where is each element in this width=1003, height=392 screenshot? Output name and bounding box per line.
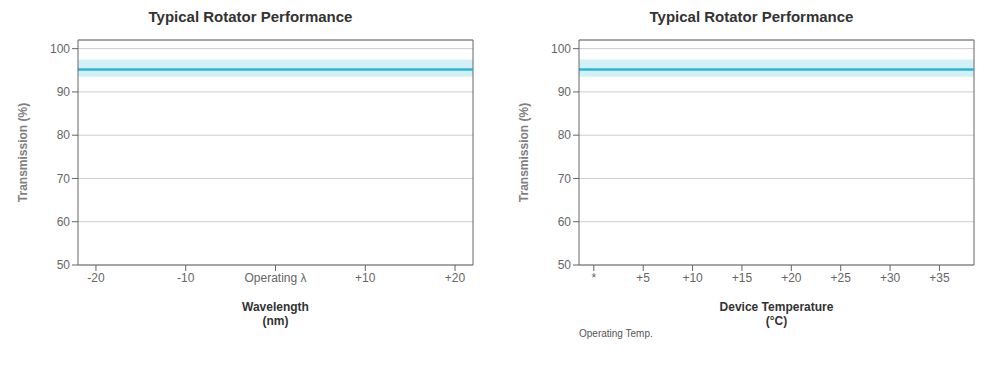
svg-text:-10: -10 [177, 271, 195, 285]
svg-text:+15: +15 [732, 271, 753, 285]
svg-text:-20: -20 [87, 271, 105, 285]
svg-text:+5: +5 [636, 271, 650, 285]
html-text:Typical Rotator Performance: Typical Rotator Performance [148, 8, 353, 25]
svg-text:+30: +30 [880, 271, 901, 285]
svg-text:Transmission (%): Transmission (%) [517, 103, 531, 202]
svg-text:90: 90 [558, 85, 572, 99]
html-text:Device Temperature (°C): Device Temperature (°C) [719, 300, 834, 328]
svg-text:+20: +20 [445, 271, 466, 285]
svg-text:60: 60 [558, 215, 572, 229]
svg-text:+10: +10 [355, 271, 376, 285]
svg-text:*: * [591, 271, 596, 285]
svg-text:+20: +20 [781, 271, 802, 285]
html-text:Operating Temp.: Operating Temp. [579, 328, 653, 339]
svg-text:+10: +10 [682, 271, 703, 285]
svg-text:70: 70 [57, 172, 71, 186]
svg-text:70: 70 [558, 172, 572, 186]
svg-text:50: 50 [57, 258, 71, 272]
html-text:Typical Rotator Performance: Typical Rotator Performance [649, 8, 854, 25]
svg-text:+35: +35 [929, 271, 950, 285]
svg-text:+25: +25 [831, 271, 852, 285]
svg-text:60: 60 [57, 215, 71, 229]
svg-text:Transmission (%): Transmission (%) [16, 103, 30, 202]
svg-text:100: 100 [551, 42, 571, 56]
svg-text:50: 50 [558, 258, 572, 272]
svg-text:80: 80 [558, 128, 572, 142]
svg-text:90: 90 [57, 85, 71, 99]
svg-text:80: 80 [57, 128, 71, 142]
svg-text:100: 100 [50, 42, 70, 56]
html-text:Wavelength (nm): Wavelength (nm) [242, 300, 309, 328]
svg-text:Operating λ: Operating λ [244, 271, 306, 285]
